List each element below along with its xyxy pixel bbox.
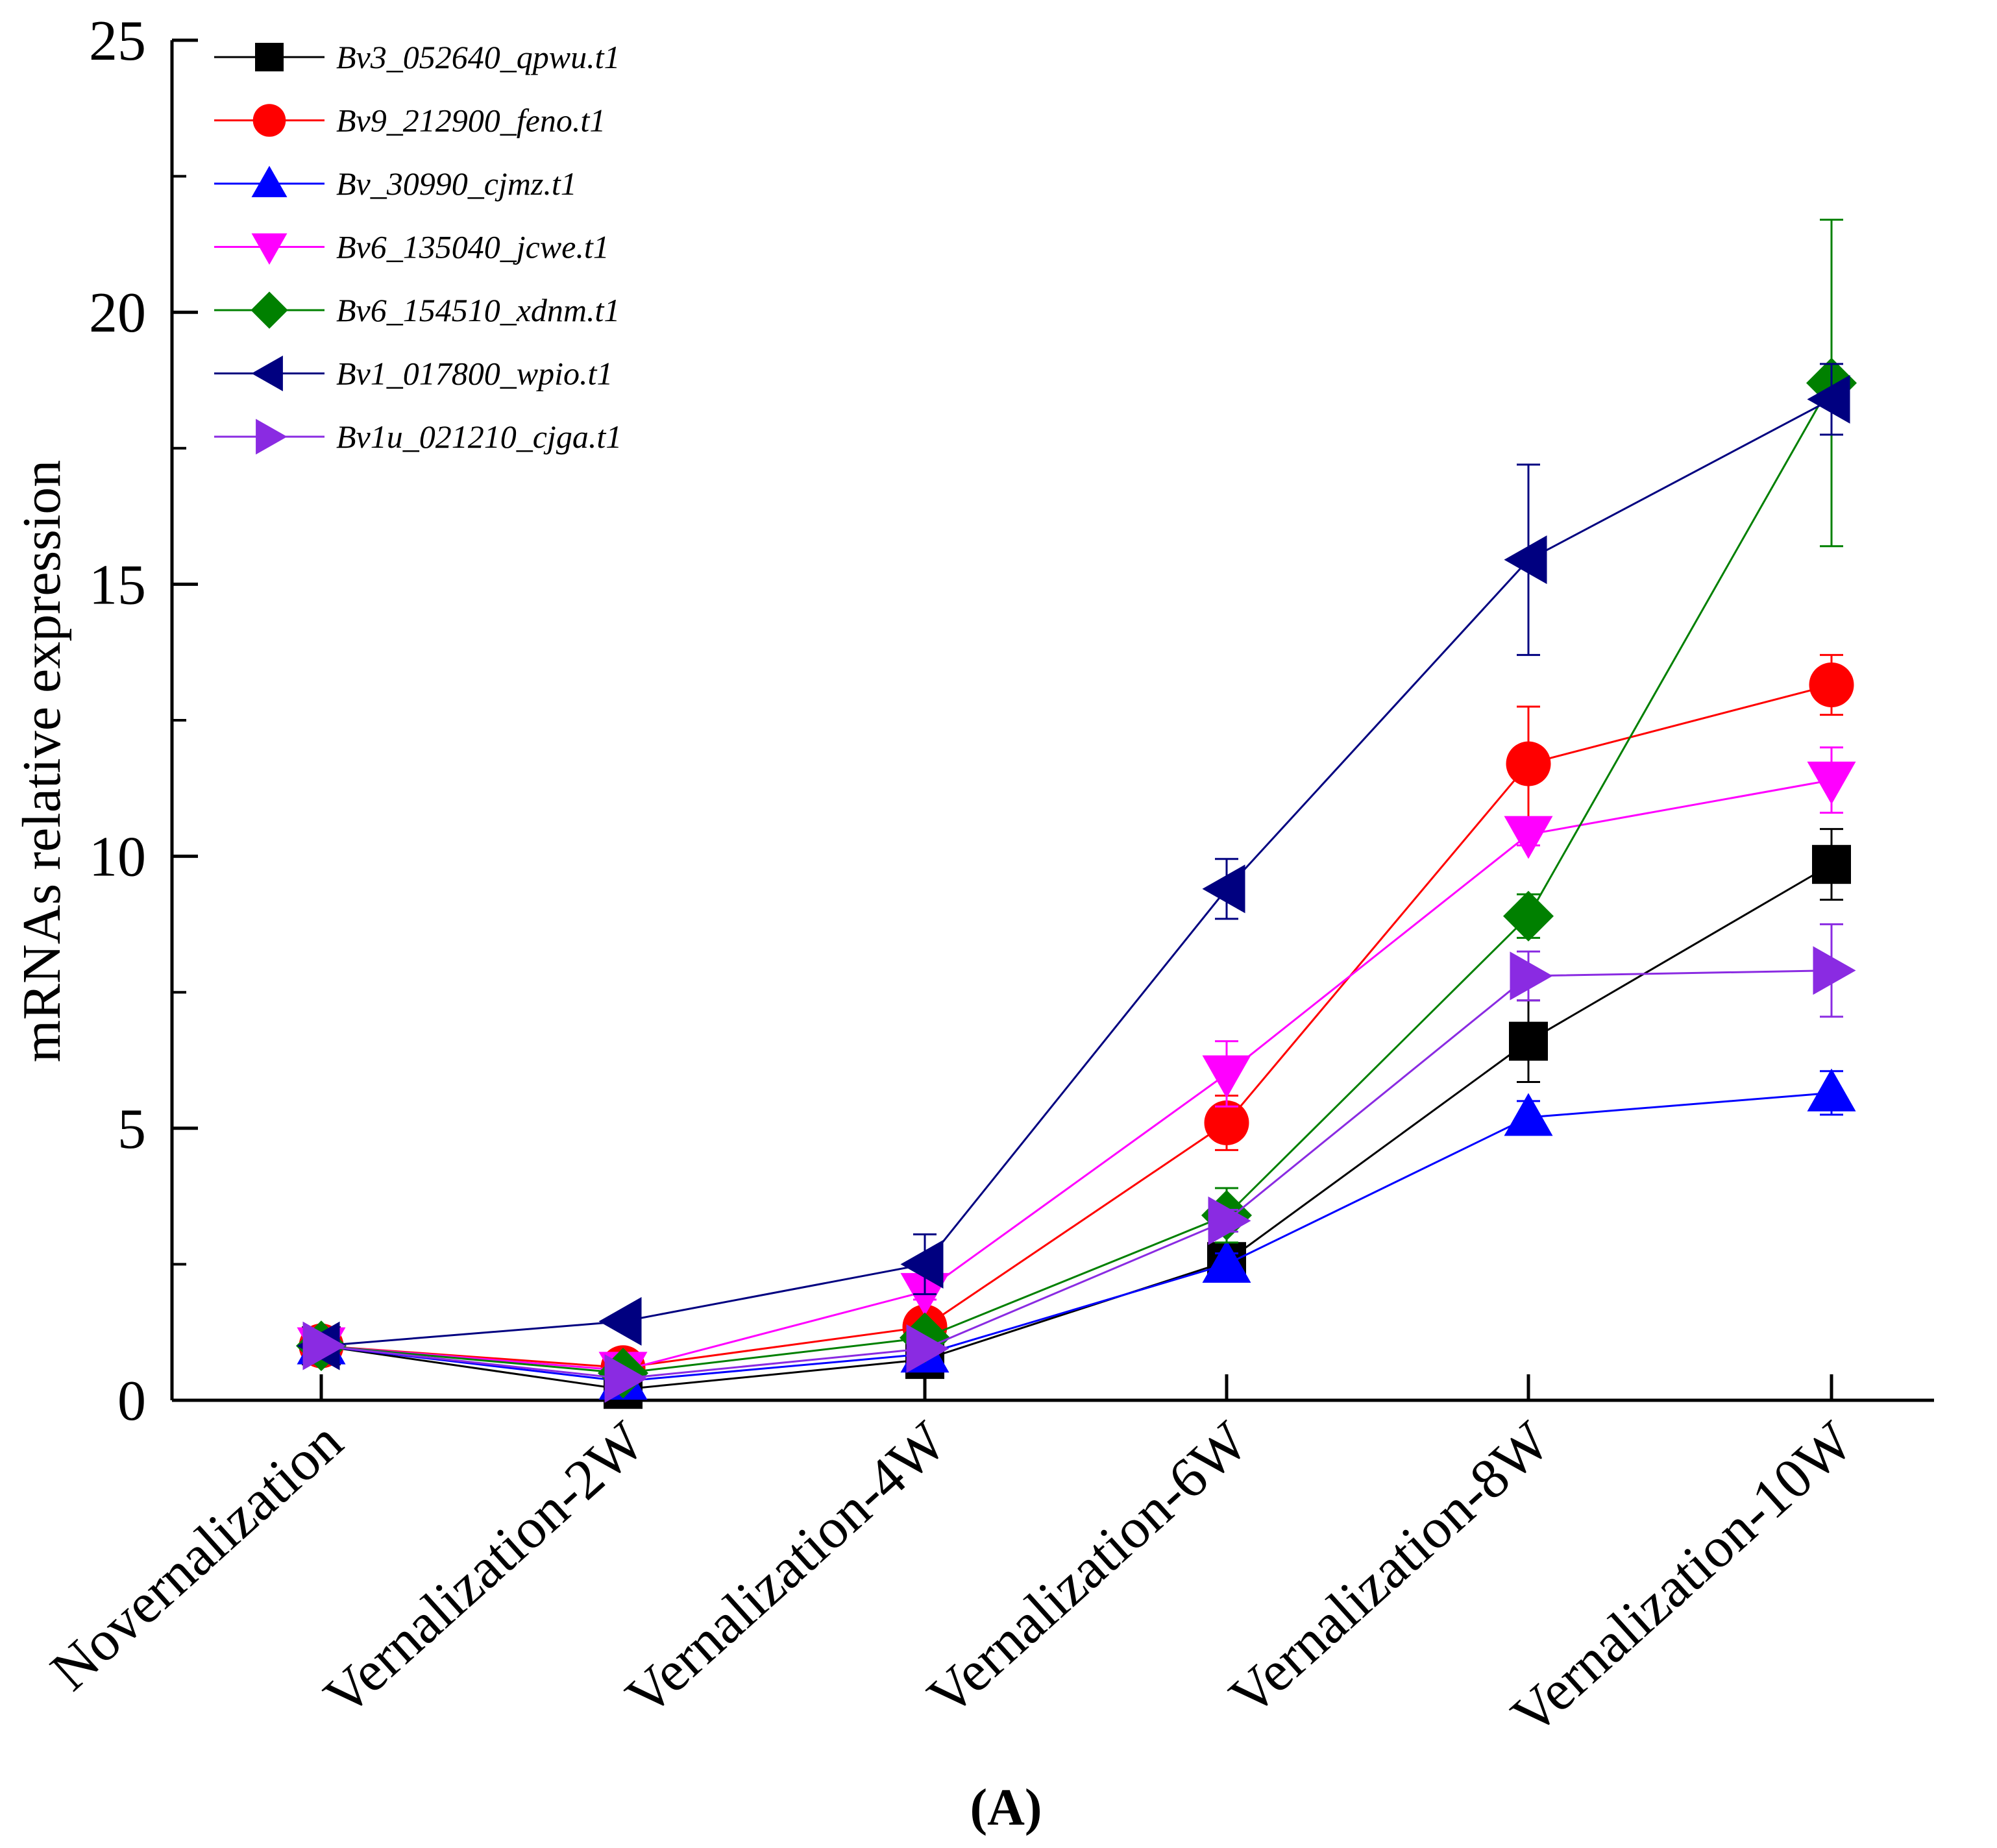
data-point <box>598 1296 642 1346</box>
y-tick-label: 25 <box>89 10 146 73</box>
legend-marker <box>251 165 288 197</box>
axes: 0 5 10 15 20 25 NovernalizationVernalization-2… <box>39 10 1934 1747</box>
legend-marker <box>256 419 288 455</box>
legend-entry: Bv9_212900_feno.t1 <box>214 103 606 139</box>
y-tick-label: 5 <box>117 1098 146 1161</box>
series-Bv9_212900_feno.t1 <box>299 653 1854 1391</box>
data-point <box>1506 741 1551 786</box>
data-point <box>1807 1068 1856 1112</box>
data-point <box>1202 864 1245 914</box>
series-Bv_30990_cjmz.t1 <box>297 1068 1856 1400</box>
data-point <box>1504 1093 1553 1136</box>
data-point <box>906 1324 949 1373</box>
series-Bv3_052640_qpwu.t1 <box>302 828 1851 1409</box>
series-Bv1u_021210_cjga.t1 <box>302 923 1856 1403</box>
data-point <box>1204 1100 1249 1145</box>
y-tick-label: 15 <box>89 553 146 616</box>
legend-marker <box>251 356 283 391</box>
plot-area <box>296 219 1857 1409</box>
data-point <box>900 1239 944 1289</box>
data-point <box>604 1354 648 1403</box>
legend-label: Bv1u_021210_cjga.t1 <box>336 419 622 455</box>
y-axis-title: mRNAs relative expression <box>12 460 72 1062</box>
data-point <box>1503 890 1554 942</box>
x-tick-label: Novernalization <box>39 1410 354 1703</box>
legend-marker <box>251 291 288 329</box>
panel-label: (A) <box>970 1779 1042 1836</box>
series-line <box>321 969 1832 1380</box>
series-Bv6_135040_jcwe.t1 <box>297 746 1856 1395</box>
series-line <box>321 863 1832 1391</box>
legend-entry: Bv1u_021210_cjga.t1 <box>214 419 622 455</box>
data-point <box>1809 663 1854 708</box>
data-point <box>1807 761 1856 805</box>
series-line <box>321 382 1833 1374</box>
legend-label: Bv_30990_cjmz.t1 <box>336 165 577 202</box>
legend-entry: Bv1_017800_wpio.t1 <box>214 356 613 392</box>
legend-entry: Bv6_135040_jcwe.t1 <box>214 229 609 265</box>
data-point <box>1202 1055 1251 1099</box>
data-point <box>1202 1239 1251 1283</box>
y-tick-label: 20 <box>89 282 146 345</box>
series-line <box>321 684 1832 1369</box>
data-point <box>1208 1196 1251 1245</box>
legend-label: Bv6_154510_xdnm.t1 <box>336 292 620 328</box>
data-point <box>1509 1021 1548 1061</box>
legend-label: Bv9_212900_feno.t1 <box>336 103 606 139</box>
legend-marker <box>255 43 284 71</box>
x-tick-label: Vernalization-6W <box>916 1410 1260 1729</box>
legend-entry: Bv_30990_cjmz.t1 <box>214 165 577 202</box>
legend-entry: Bv6_154510_xdnm.t1 <box>214 291 620 329</box>
legend-label: Bv1_017800_wpio.t1 <box>336 356 613 392</box>
data-point <box>1813 946 1856 995</box>
legend-marker <box>252 104 286 137</box>
legend-label: Bv3_052640_qpwu.t1 <box>336 39 620 75</box>
x-tick-label: Vernalization-8W <box>1218 1410 1562 1729</box>
data-point <box>1504 535 1547 585</box>
data-point <box>1807 374 1850 424</box>
series-line <box>321 1091 1832 1383</box>
legend: Bv3_052640_qpwu.t1 Bv9_212900_feno.t1 Bv_3… <box>214 39 622 455</box>
data-point <box>1510 951 1553 1001</box>
y-tick-label: 0 <box>117 1370 146 1433</box>
x-tick-label: Vernalization-2W <box>313 1410 657 1729</box>
y-tick-label: 10 <box>89 826 146 889</box>
series-Bv6_154510_xdnm.t1 <box>296 219 1857 1399</box>
series-Bv1_017800_wpio.t1 <box>297 363 1850 1370</box>
legend-entry: Bv3_052640_qpwu.t1 <box>214 39 620 75</box>
series-line <box>321 398 1832 1347</box>
x-tick-label: Vernalization-4W <box>615 1410 959 1729</box>
legend-marker <box>251 233 288 265</box>
data-point <box>1504 816 1553 859</box>
data-point <box>1812 845 1851 884</box>
legend-label: Bv6_135040_jcwe.t1 <box>336 229 609 265</box>
data-point <box>302 1321 346 1370</box>
